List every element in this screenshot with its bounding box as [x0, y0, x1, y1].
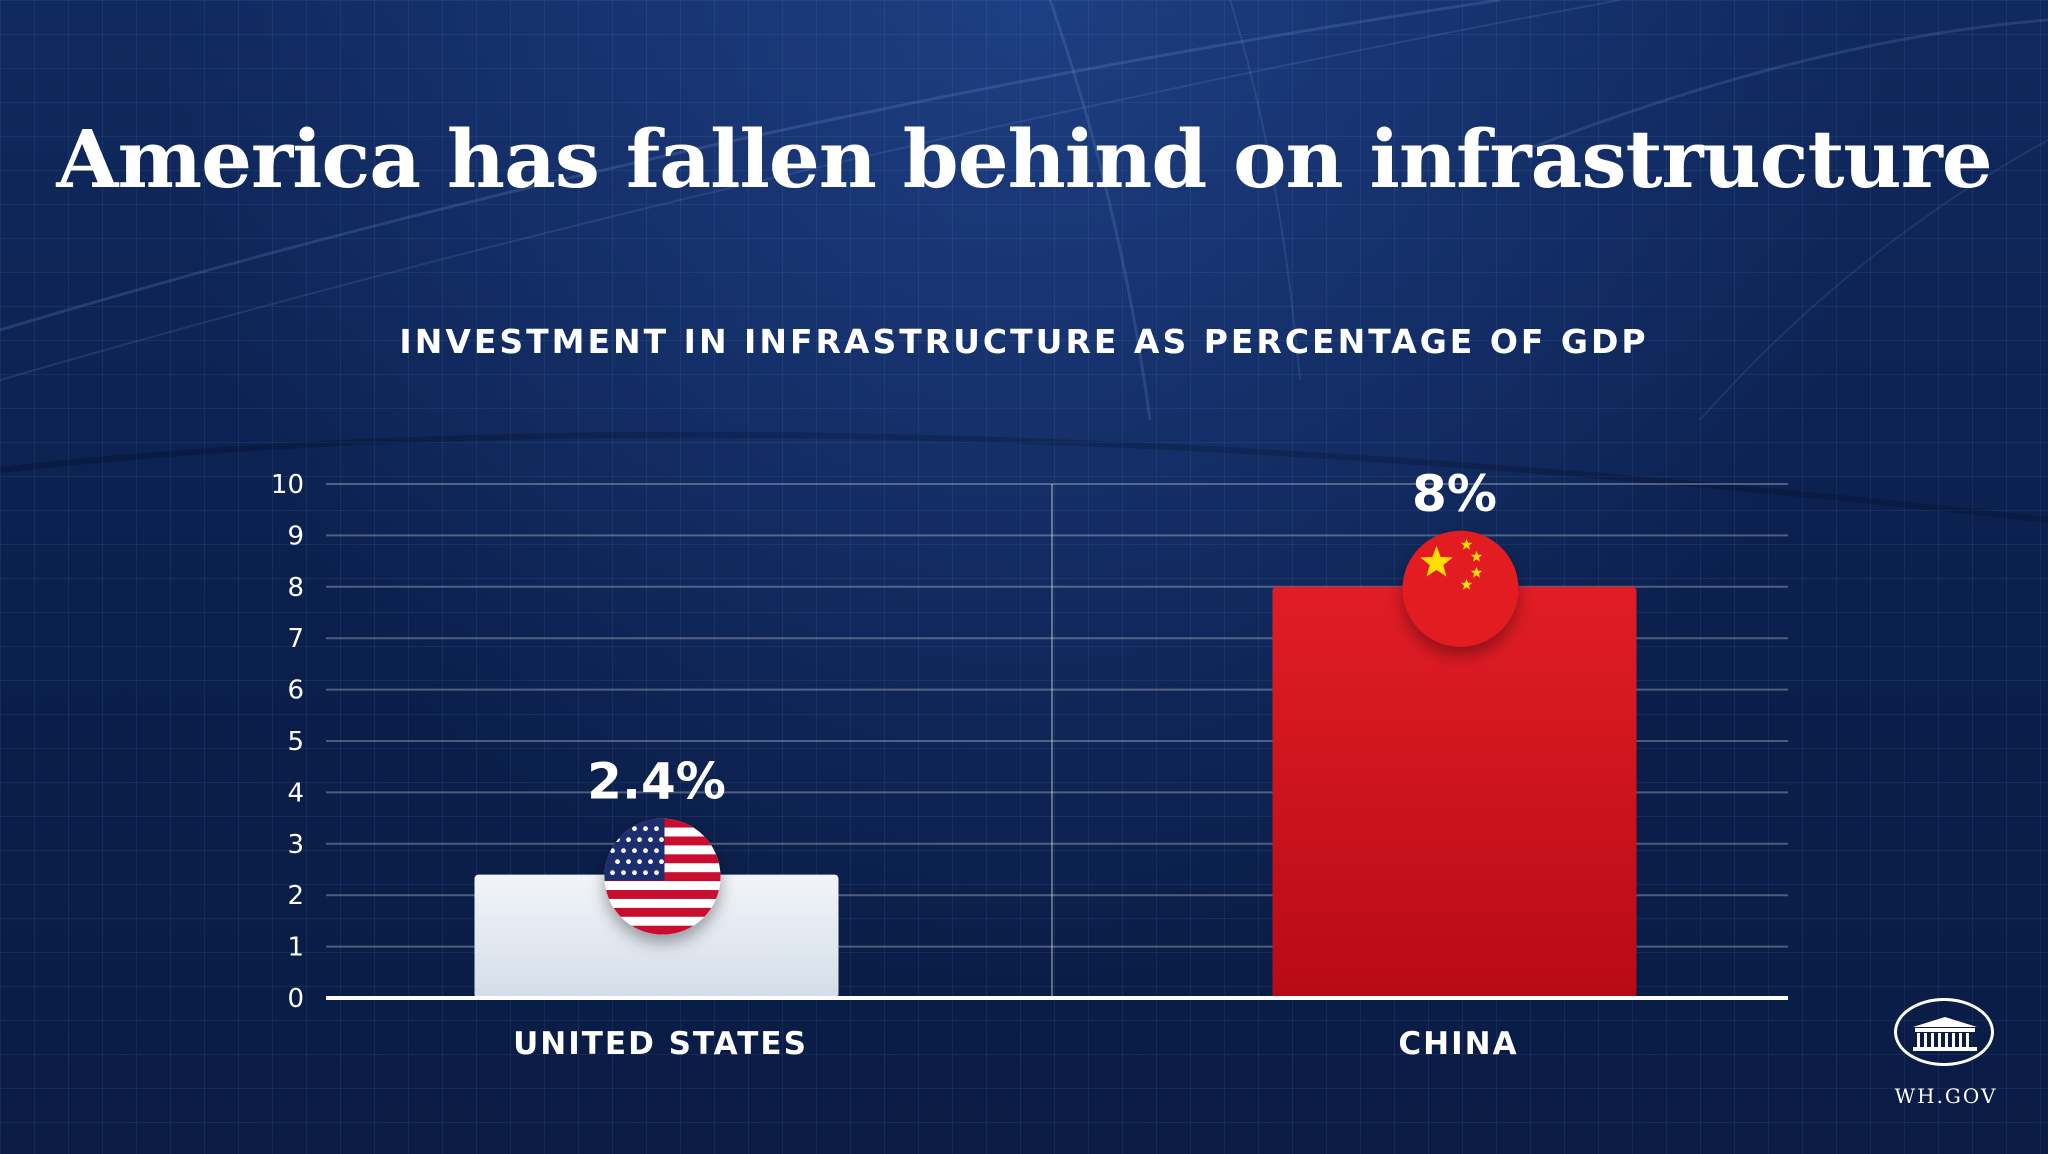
bar-china: [1272, 586, 1637, 998]
y-tick-label: 10: [271, 470, 304, 500]
y-tick-label: 9: [287, 521, 304, 551]
y-tick-label: 0: [287, 984, 304, 1014]
us-flag-icon: [604, 818, 721, 935]
y-tick-label: 3: [287, 830, 304, 860]
data-label: 2.4%: [587, 753, 726, 811]
bar-united-states: [474, 874, 839, 998]
y-tick-label: 1: [287, 933, 304, 963]
white-house-logo: WH.GOV: [1890, 998, 2000, 1108]
y-tick-label: 6: [287, 676, 304, 706]
y-tick-label: 5: [287, 727, 304, 757]
y-tick-label: 8: [287, 573, 304, 603]
chart-title: INVESTMENT IN INFRASTRUCTURE AS PERCENTA…: [399, 322, 1649, 361]
y-tick-label: 2: [287, 881, 304, 911]
y-tick-label: 4: [287, 778, 304, 808]
data-label: 8%: [1412, 465, 1497, 523]
white-house-icon: [1894, 998, 1994, 1066]
logo-text: WH.GOV: [1894, 1084, 1998, 1108]
x-category-label: CHINA: [1398, 1026, 1518, 1062]
china-flag-icon: [1402, 530, 1519, 647]
x-category-label: UNITED STATES: [513, 1026, 808, 1062]
page-title: America has fallen behind on infrastruct…: [56, 112, 1992, 206]
y-tick-label: 7: [287, 624, 304, 654]
